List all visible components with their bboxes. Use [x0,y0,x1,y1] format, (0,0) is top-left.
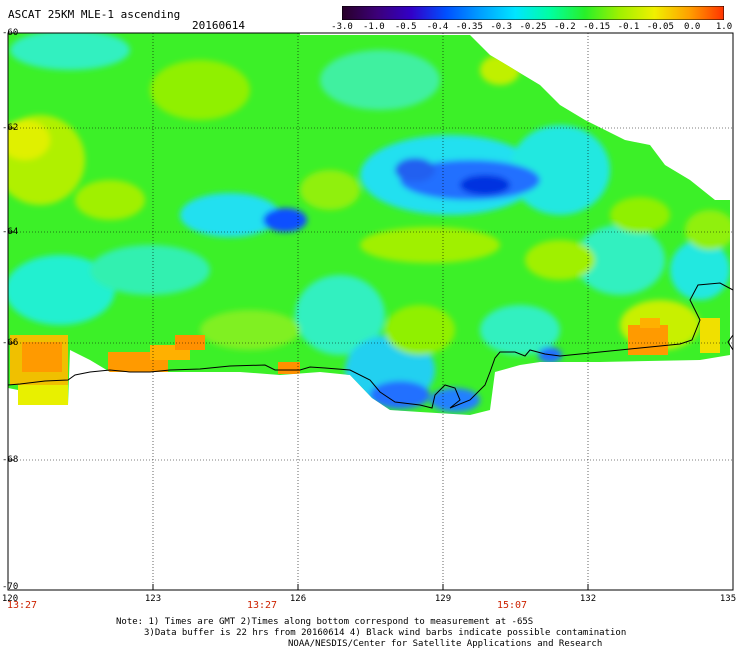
lon-label: 123 [144,594,162,604]
colorbar-tick-label: -0.1 [617,22,640,32]
lon-label: 120 [1,594,19,604]
note-line-2: 3)Data buffer is 22 hrs from 20160614 4)… [144,628,627,638]
axis-ticks [8,127,589,590]
colorbar-tick-label: 1.0 [715,22,733,32]
colorbar-tick-label: -0.5 [394,22,417,32]
lat-label: -68 [2,455,19,465]
colorbar-tick-label: -0.15 [583,22,611,32]
map-frame [7,32,734,591]
colorbar-tick-label: -0.25 [519,22,547,32]
antarctic-coastline [7,282,734,409]
lon-label: 132 [579,594,597,604]
colorbar-tick-label: -0.35 [455,22,483,32]
note-line-3: NOAA/NESDIS/Center for Satellite Applica… [288,639,603,649]
colorbar-tick-label: -3.0 [331,22,353,32]
time-label: 13:27 [246,600,278,611]
lat-label: -70 [2,582,19,592]
colorbar-tick-label: -0.2 [553,22,576,32]
note-line-1: Note: 1) Times are GMT 2)Times along bot… [116,617,534,627]
lat-label: -60 [2,28,19,38]
coastline-segment [727,334,734,351]
colorbar-tick-label: -1.0 [362,22,385,32]
lat-label: -62 [2,123,19,133]
wind-speed-field [8,33,730,415]
product-date: 20160614 [192,19,245,32]
graticule [8,33,733,590]
lon-label: 129 [434,594,452,604]
lon-label: 135 [719,594,737,604]
time-label: 15:07 [496,600,528,611]
colorbar-tick-label: 0.0 [684,22,701,32]
colorbar-tick-label: -0.3 [490,22,512,32]
product-title: ASCAT 25KM MLE-1 ascending [8,8,181,21]
time-label: 13:27 [6,600,38,611]
colorbar-tick-label: -0.05 [646,22,674,32]
lat-label: -66 [2,338,19,348]
lon-label: 126 [289,594,307,604]
high-wind-patches [10,318,720,405]
lat-label: -64 [2,227,19,237]
colorbar-tick-label: -0.4 [426,22,449,32]
